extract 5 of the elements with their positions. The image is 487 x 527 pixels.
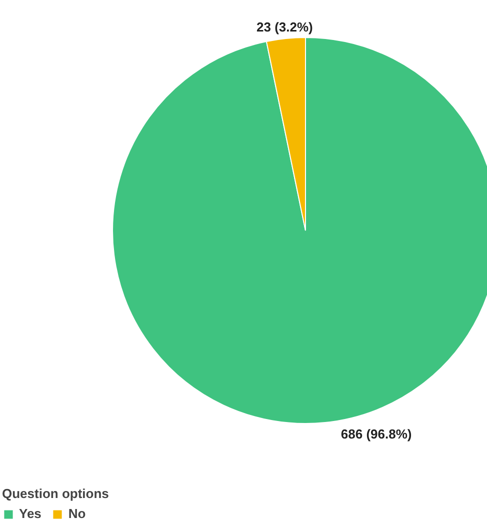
legend-label: No — [68, 506, 87, 521]
legend-label: Yes — [19, 506, 42, 521]
legend-title: Question options — [2, 486, 109, 501]
data-label: 23 (3.2%) — [256, 19, 313, 34]
data-label: 686 (96.8%) — [340, 426, 412, 442]
